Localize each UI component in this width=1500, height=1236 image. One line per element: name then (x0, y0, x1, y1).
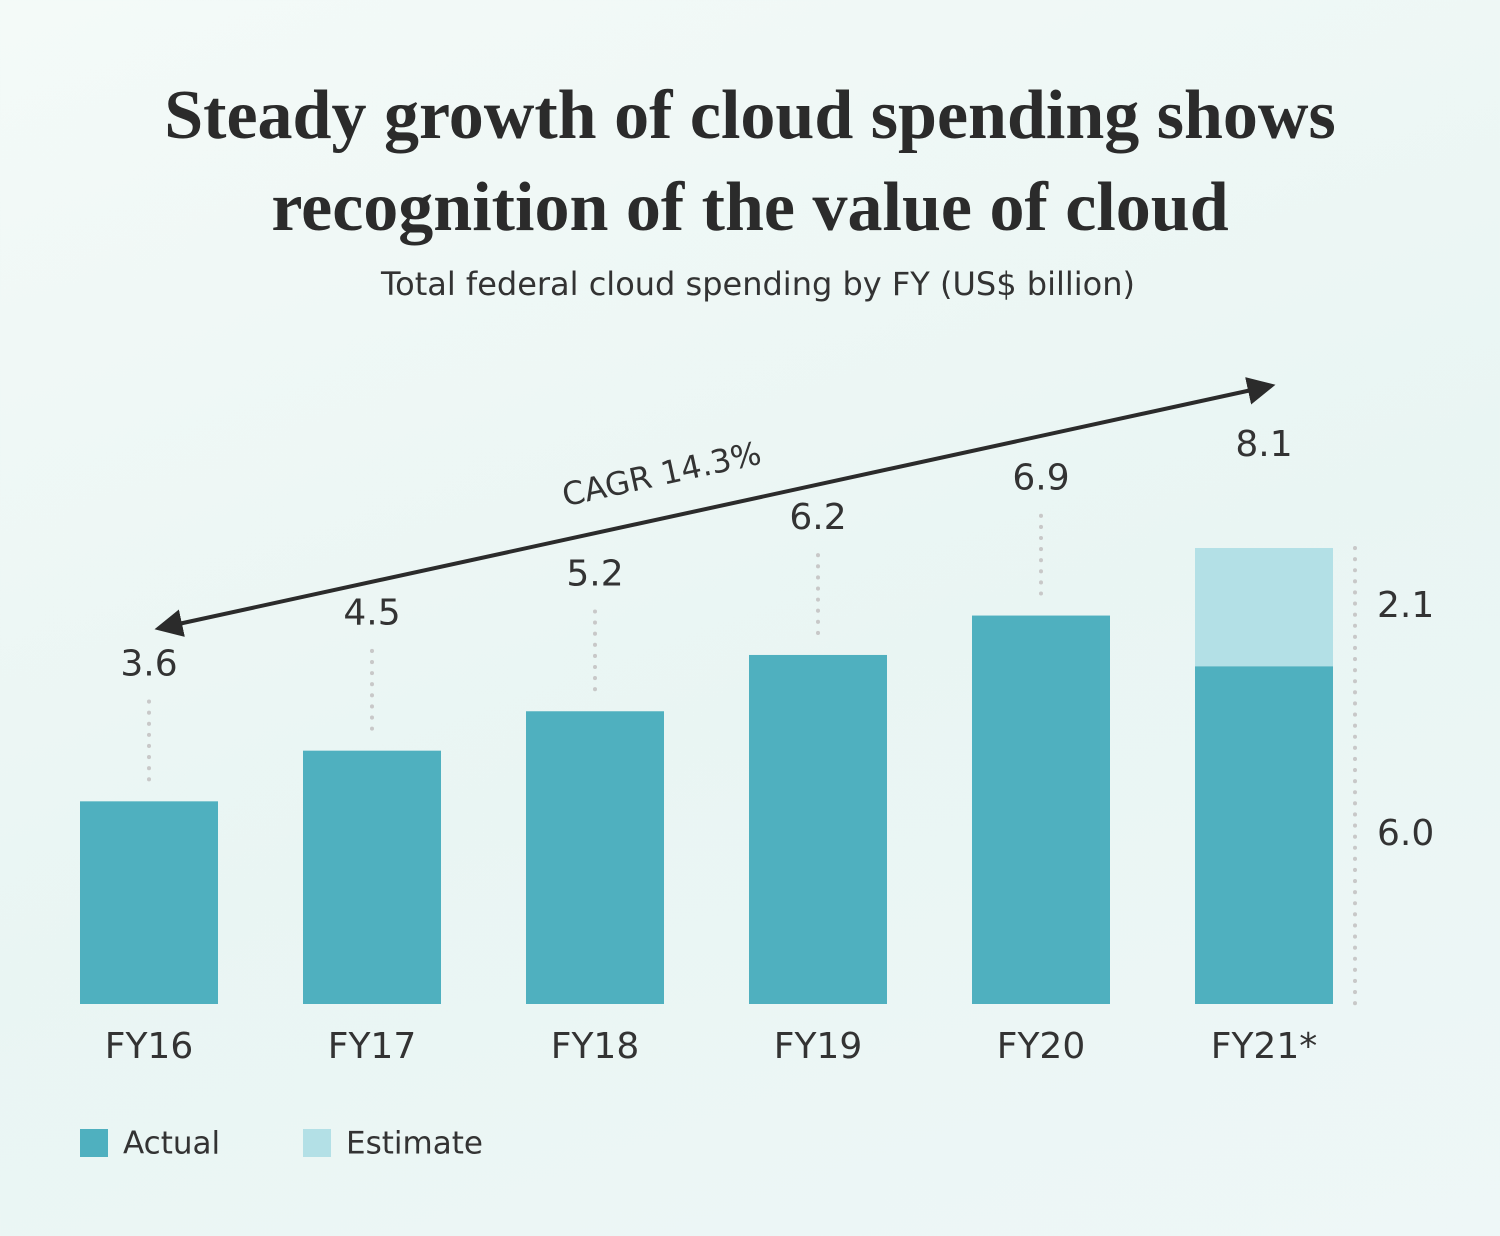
segment-label: 2.1 (1377, 585, 1434, 626)
x-tick-label: FY18 (551, 1026, 640, 1067)
legend-label: Estimate (346, 1126, 483, 1162)
legend-swatch (80, 1129, 108, 1157)
total-label: 6.2 (789, 497, 846, 538)
x-tick-label: FY20 (997, 1026, 1086, 1067)
total-label: 6.9 (1012, 458, 1069, 499)
bar-segment (80, 801, 218, 1004)
chart-subtitle: Total federal cloud spending by FY (US$ … (381, 265, 1135, 303)
chart-title: Steady growth of cloud spending shows re… (164, 77, 1336, 246)
bar-segment (1195, 548, 1333, 667)
bar-segment (526, 711, 664, 1004)
total-label: 3.6 (120, 643, 177, 684)
bar-segment (1195, 666, 1333, 1004)
x-tick-label: FY19 (774, 1026, 863, 1067)
x-tick-label: FY21* (1211, 1026, 1318, 1067)
legend-swatch (303, 1129, 331, 1157)
segment-label: 6.0 (1377, 813, 1434, 854)
bar-segment (972, 615, 1110, 1004)
total-label: 4.5 (343, 593, 400, 634)
total-label: 8.1 (1235, 424, 1292, 465)
bar-segment (749, 654, 887, 1004)
total-label: 5.2 (566, 553, 623, 594)
cagr-arrow (154, 377, 1276, 637)
x-tick-label: FY17 (328, 1026, 417, 1067)
bar-segment (303, 750, 441, 1004)
x-tick-label: FY16 (105, 1026, 194, 1067)
legend-label: Actual (123, 1126, 220, 1162)
